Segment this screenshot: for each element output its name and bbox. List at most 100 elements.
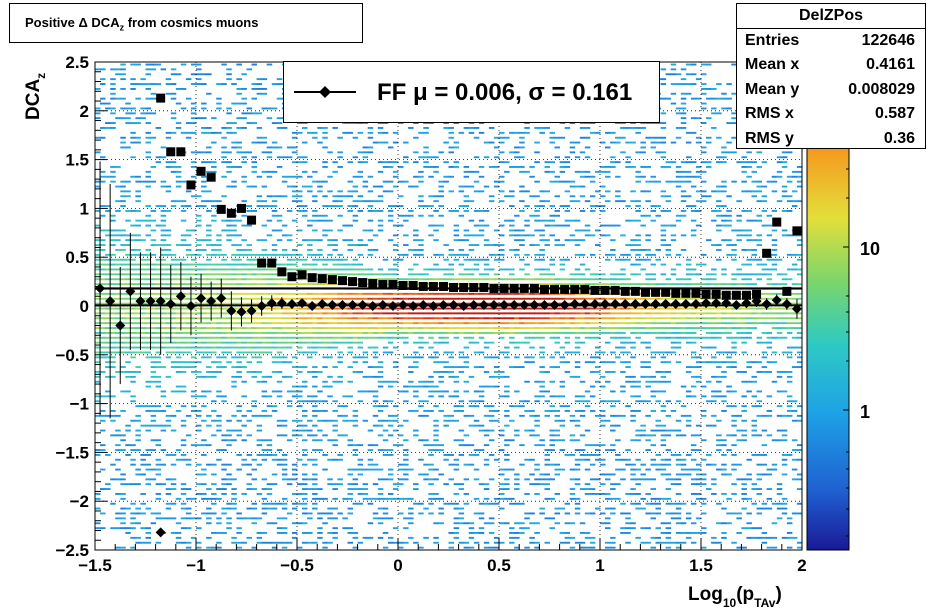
- heatmap-cell: [206, 390, 212, 393]
- heatmap-cell: [170, 112, 177, 115]
- heatmap-cell: [529, 166, 535, 168]
- heatmap-cell: [499, 434, 505, 437]
- heatmap-cell: [317, 371, 323, 373]
- heatmap-cell: [180, 458, 187, 461]
- heatmap-cell: [231, 268, 237, 271]
- heatmap-cell: [241, 73, 247, 76]
- heatmap-cell: [483, 458, 490, 461]
- heatmap-cell: [428, 483, 434, 486]
- heatmap-cell: [155, 468, 162, 471]
- heatmap-cell: [382, 429, 389, 432]
- heatmap-cell: [362, 536, 369, 539]
- heatmap-cell: [302, 507, 308, 510]
- heatmap-cell: [433, 297, 439, 300]
- heatmap-cell: [206, 161, 212, 164]
- heatmap-cell: [261, 292, 268, 295]
- heatmap-cell: [504, 195, 510, 198]
- heatmap-cell: [549, 205, 555, 207]
- heatmap-cell: [271, 327, 278, 329]
- heatmap-cell: [291, 322, 298, 325]
- heatmap-cell: [307, 419, 313, 422]
- heatmap-cell: [281, 346, 288, 349]
- heatmap-cell: [312, 502, 318, 505]
- heatmap-cell: [554, 224, 560, 227]
- heatmap-cell: [342, 195, 348, 198]
- heatmap-cell: [463, 234, 470, 237]
- heatmap-cell: [291, 136, 298, 139]
- heatmap-cell: [241, 127, 247, 129]
- heatmap-cell: [130, 375, 136, 378]
- heatmap-cell: [251, 161, 257, 164]
- heatmap-cell: [362, 307, 369, 310]
- heatmap-cell: [155, 356, 162, 359]
- heatmap-cell: [150, 112, 157, 115]
- heatmap-cell: [605, 327, 611, 329]
- heatmap-cell: [276, 122, 283, 124]
- heatmap-cell: [579, 278, 586, 281]
- heatmap-cell: [408, 249, 414, 251]
- heatmap-cell: [478, 292, 485, 295]
- heatmap-cell: [564, 336, 571, 339]
- heatmap-cell: [509, 278, 515, 281]
- heatmap-cell: [130, 371, 136, 373]
- heatmap-cell: [100, 332, 106, 334]
- heatmap-cell: [488, 141, 495, 144]
- heatmap-cell: [483, 156, 490, 159]
- heatmap-cell: [559, 405, 566, 408]
- heatmap-cell: [216, 97, 222, 100]
- heatmap-cell: [569, 375, 576, 378]
- heatmap-cell: [206, 488, 212, 490]
- heatmap-cell: [130, 268, 136, 271]
- heatmap-cell: [584, 146, 591, 149]
- heatmap-cell: [105, 346, 111, 349]
- heatmap-cell: [403, 385, 409, 388]
- heatmap-cell: [312, 478, 318, 481]
- heatmap-cell: [261, 253, 268, 256]
- heatmap-cell: [564, 161, 571, 164]
- heatmap-cell: [100, 429, 106, 432]
- heatmap-cell: [196, 327, 202, 329]
- heatmap-cell: [615, 322, 621, 325]
- heatmap-cell: [251, 478, 257, 481]
- heatmap-cell: [140, 253, 146, 256]
- heatmap-cell: [246, 107, 252, 110]
- heatmap-cell: [408, 317, 414, 320]
- heatmap-cell: [322, 307, 328, 310]
- heatmap-cell: [403, 307, 409, 310]
- heatmap-cell: [584, 312, 591, 315]
- heatmap-cell: [231, 253, 237, 256]
- heatmap-cell: [352, 258, 359, 261]
- heatmap-cell: [281, 419, 288, 422]
- heatmap-cell: [403, 317, 409, 320]
- heatmap-cell: [327, 219, 333, 222]
- heatmap-cell: [519, 170, 525, 173]
- heatmap-cell: [155, 63, 162, 66]
- heatmap-cell: [372, 405, 379, 408]
- heatmap-cell: [196, 83, 202, 85]
- heatmap-cell: [584, 390, 591, 393]
- heatmap-cell: [544, 458, 550, 461]
- heatmap-cell: [559, 356, 566, 359]
- heatmap-cell: [433, 405, 439, 408]
- heatmap-cell: [241, 414, 247, 417]
- heatmap-cell: [155, 385, 162, 388]
- heatmap-cell: [544, 307, 550, 310]
- heatmap-cell: [589, 536, 596, 539]
- heatmap-cell: [211, 493, 217, 495]
- heatmap-cell: [322, 292, 328, 295]
- heatmap-cell: [241, 346, 247, 349]
- heatmap-cell: [160, 253, 167, 256]
- heatmap-cell: [175, 263, 182, 266]
- heatmap-cell: [529, 429, 535, 432]
- heatmap-cell: [281, 292, 288, 295]
- heatmap-cell: [130, 307, 136, 310]
- heatmap-cell: [312, 493, 318, 495]
- heatmap-cell: [342, 224, 348, 227]
- heatmap-cell: [165, 327, 172, 329]
- heatmap-cell: [302, 327, 308, 329]
- heatmap-cell: [584, 536, 591, 539]
- heatmap-cell: [473, 341, 480, 344]
- heatmap-cell: [226, 263, 232, 266]
- heatmap-cell: [332, 273, 338, 276]
- heatmap-cell: [625, 278, 631, 281]
